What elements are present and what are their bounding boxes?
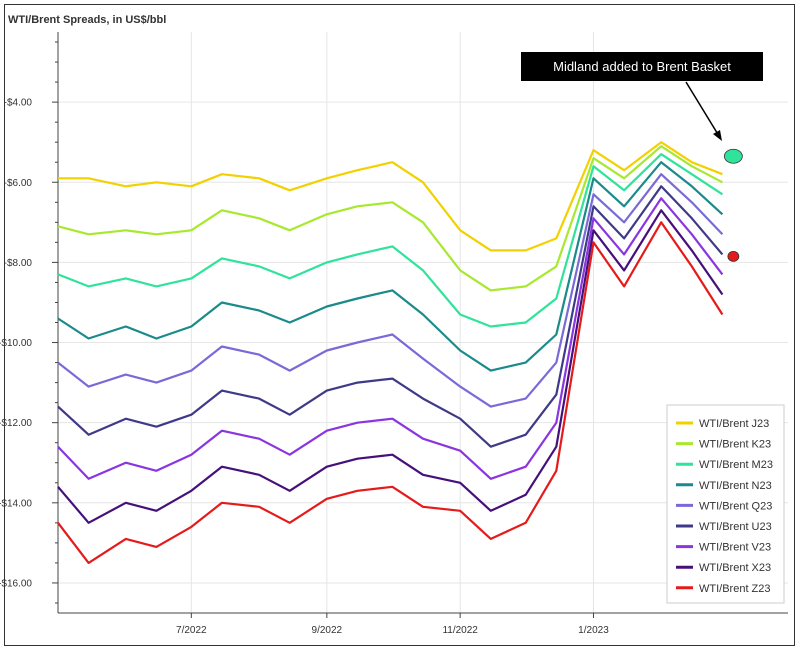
annotation-arrow-head <box>713 130 722 141</box>
annotation-text: Midland added to Brent Basket <box>553 59 731 74</box>
legend-label: WTI/Brent V23 <box>699 542 771 554</box>
y-tick-label: -$4.00 <box>4 98 33 109</box>
y-tick-label: -$10.00 <box>0 338 32 349</box>
chart-title: WTI/Brent Spreads, in US$/bbl <box>8 14 166 26</box>
marker-z23 <box>727 250 740 262</box>
series-line-x23 <box>57 209 724 524</box>
markers <box>723 148 743 262</box>
legend-label: WTI/Brent Z23 <box>699 583 771 595</box>
series-line-j23 <box>58 141 723 252</box>
chart-border <box>4 4 795 646</box>
series-line-z23 <box>57 221 724 565</box>
series-line-k23 <box>57 145 723 292</box>
y-tick-label: -$6.00 <box>4 178 33 189</box>
annotation-arrow-line <box>685 81 720 137</box>
series-line-q23 <box>57 173 724 408</box>
grid <box>58 32 788 613</box>
x-tick-label: 7/2022 <box>176 625 207 636</box>
legend-label: WTI/Brent K23 <box>699 439 771 451</box>
legend: WTI/Brent J23 WTI/Brent K23 WTI/Brent M23 W… <box>666 404 785 604</box>
annotation-box <box>521 52 763 81</box>
legend-label: WTI/Brent Q23 <box>699 500 772 512</box>
x-tick-label: 11/2022 <box>442 625 478 636</box>
series-line-u23 <box>57 185 724 448</box>
legend-label: WTI/Brent X23 <box>699 562 771 574</box>
x-tick-label: 9/2022 <box>312 625 343 636</box>
legend-label: WTI/Brent N23 <box>699 480 772 492</box>
legend-label: WTI/Brent U23 <box>699 521 772 533</box>
series-line-m23 <box>57 153 724 328</box>
y-tick-label: -$14.00 <box>0 498 32 509</box>
series-line-v23 <box>57 197 724 480</box>
axes: -$4.00 -$6.00 -$8.00 -$10.00 -$12.00 -$14.00 -… <box>0 32 788 636</box>
series-line-n23 <box>57 161 724 372</box>
legend-label: WTI/Brent J23 <box>699 418 769 430</box>
y-tick-label: -$16.00 <box>0 578 32 589</box>
y-tick-label: -$12.00 <box>0 418 32 429</box>
series-lines <box>57 141 724 565</box>
x-tick-label: 1/2023 <box>578 625 609 636</box>
legend-label: WTI/Brent M23 <box>699 459 773 471</box>
y-tick-label: -$8.00 <box>4 258 33 269</box>
annotation: Midland added to Brent Basket <box>521 52 763 141</box>
marker-m23 <box>723 148 743 164</box>
